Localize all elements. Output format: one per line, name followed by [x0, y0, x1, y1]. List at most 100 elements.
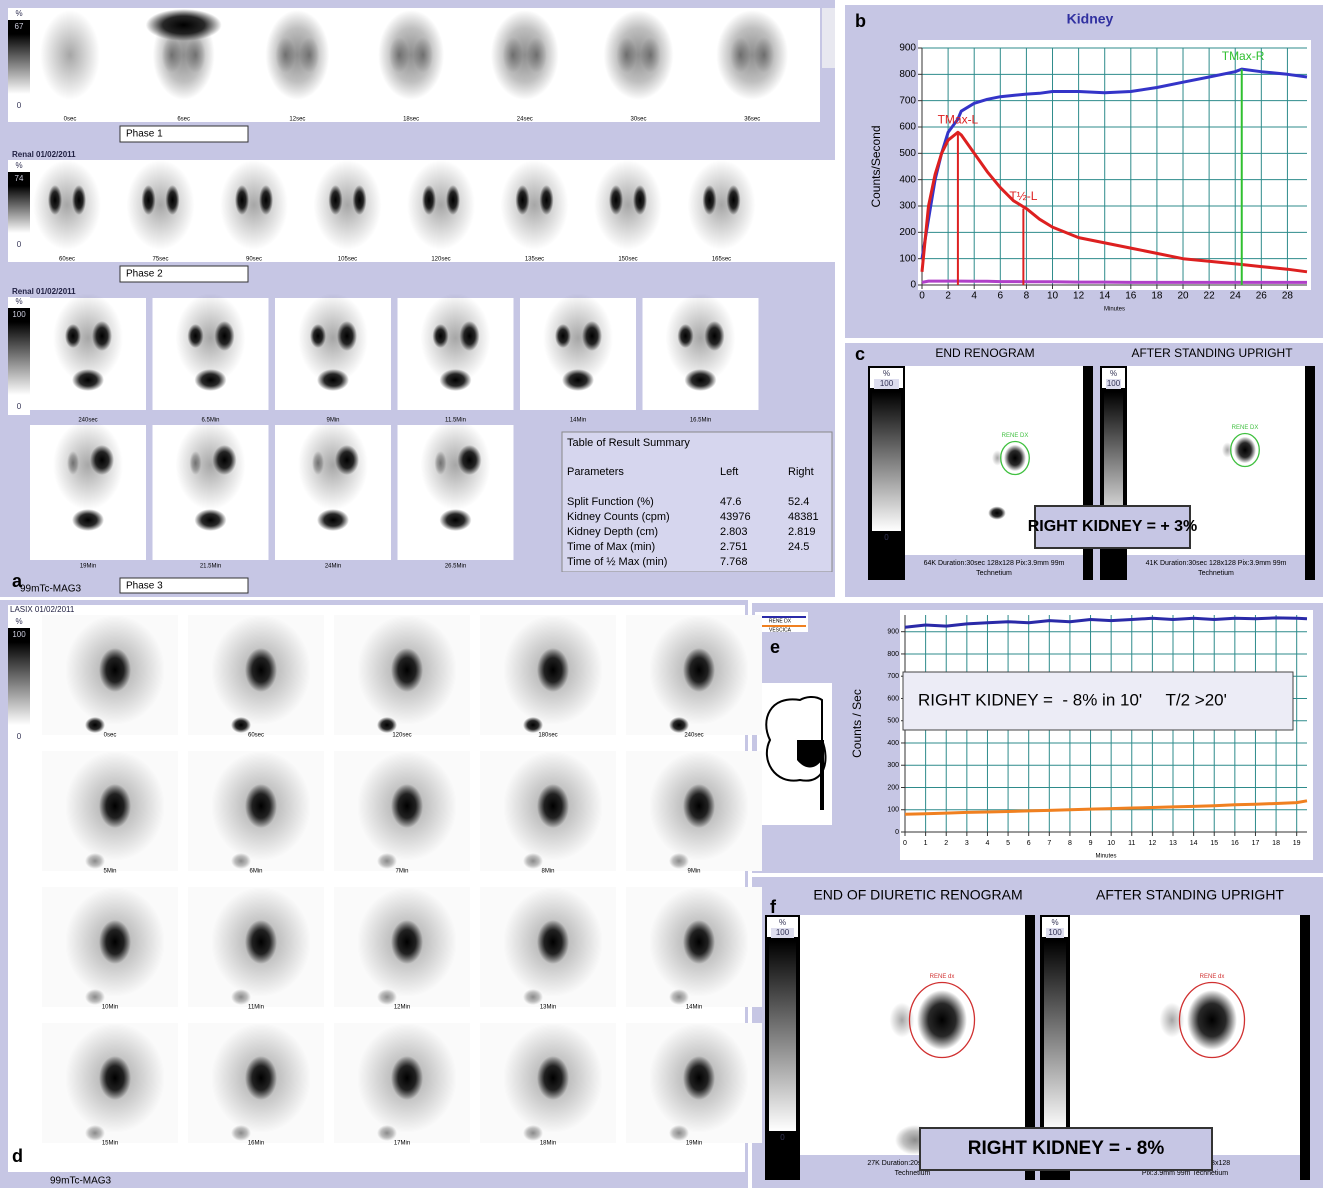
panel-letter: b: [855, 11, 866, 31]
label: 100: [12, 310, 26, 319]
bladder: [440, 509, 472, 531]
uptake: [299, 37, 319, 73]
kidney: [99, 920, 131, 964]
x-tick-label: 4: [971, 291, 977, 302]
color-scale: [8, 34, 30, 94]
roi-label: RENE DX: [1002, 433, 1029, 439]
row-header: LASIX 01/02/2011: [10, 605, 75, 614]
x-tick-label: 28: [1282, 291, 1294, 302]
uptake: [413, 37, 433, 73]
bladder: [317, 369, 349, 391]
label: 0: [780, 1133, 785, 1142]
kidney: [213, 445, 237, 475]
x-tick-label: 26: [1256, 291, 1268, 302]
kidney: [458, 445, 482, 475]
kidney: [516, 185, 530, 215]
kidney: [683, 648, 715, 692]
kidney: [460, 321, 480, 351]
color-scale: [1044, 941, 1066, 1131]
y-tick-label: 900: [887, 629, 899, 636]
y-tick-label: 0: [895, 829, 899, 836]
panel-letter: e: [770, 637, 780, 657]
kidney: [391, 784, 423, 828]
image-info: Technetium: [976, 570, 1012, 577]
bladder: [72, 509, 104, 531]
table-cell: 47.6: [720, 496, 741, 508]
bladder: [669, 1125, 689, 1141]
result-text: RIGHT KIDNEY = + 3%: [1028, 518, 1198, 535]
table-cell: Kidney Counts (cpm): [567, 511, 670, 523]
label: 100: [12, 630, 26, 639]
bladder: [85, 989, 105, 1005]
uptake: [641, 37, 661, 73]
table-cell: 7.768: [720, 556, 748, 568]
bladder: [377, 1125, 397, 1141]
x-tick-label: 14: [1099, 291, 1111, 302]
frame-label: 12sec: [289, 117, 305, 123]
frame-label: 120sec: [392, 733, 411, 739]
panel-letter: f: [770, 897, 777, 917]
frame-label: 6sec: [177, 117, 190, 123]
frame-label: 120sec: [431, 257, 450, 263]
x-tick-label: 14: [1190, 840, 1198, 847]
kidney: [335, 445, 359, 475]
bladder: [377, 853, 397, 869]
uptake: [730, 37, 750, 73]
frame-label: 60sec: [248, 733, 264, 739]
kidney: [683, 920, 715, 964]
label: %: [1110, 369, 1117, 378]
uptake: [754, 37, 774, 73]
bladder: [317, 509, 349, 531]
label: 100: [1048, 928, 1062, 937]
x-tick-label: 16: [1125, 291, 1137, 302]
x-axis-label: Minutes: [1104, 307, 1125, 313]
image-info: 41K Duration:30sec 128x128 Pix:3.9mm 99m: [1146, 560, 1287, 567]
x-tick-label: 3: [965, 840, 969, 847]
kidney: [705, 321, 725, 351]
frame-label: 0sec: [104, 733, 117, 739]
x-tick-label: 18: [1151, 291, 1163, 302]
body-uptake: [594, 160, 662, 250]
body-uptake: [501, 160, 569, 250]
kidney: [555, 324, 571, 348]
kidney: [537, 784, 569, 828]
kidney: [582, 321, 602, 351]
legend-label: VESCICA: [769, 627, 792, 633]
kidney: [92, 321, 112, 351]
body-uptake: [265, 10, 329, 100]
x-tick-label: 7: [1047, 840, 1051, 847]
body-uptake: [33, 160, 101, 250]
table-header: Parameters: [567, 466, 624, 478]
frame-label: 15Min: [102, 1141, 118, 1147]
y-tick-label: 600: [887, 695, 899, 702]
bladder: [669, 989, 689, 1005]
bladder: [85, 1125, 105, 1141]
label: %: [15, 9, 22, 18]
x-tick-label: 19: [1293, 840, 1301, 847]
scan-image: [1070, 915, 1300, 1155]
table-cell: 2.751: [720, 541, 748, 553]
bladder: [523, 717, 543, 733]
frame-label: 16.5Min: [690, 418, 711, 424]
body-uptake: [407, 160, 475, 250]
bladder: [988, 506, 1006, 519]
tracer-label: 99mTc-MAG3: [20, 584, 82, 595]
x-tick-label: 2: [944, 840, 948, 847]
y-tick-label: 100: [899, 253, 916, 264]
kidney: [537, 1056, 569, 1100]
kidney: [422, 185, 436, 215]
x-tick-label: 6: [1027, 840, 1031, 847]
bladder: [523, 1125, 543, 1141]
uptake: [527, 37, 547, 73]
frame-label: 165sec: [712, 257, 731, 263]
bladder: [669, 853, 689, 869]
frame-label: 180sec: [538, 733, 557, 739]
kidney: [67, 451, 79, 475]
frame-label: 24sec: [517, 117, 533, 123]
x-tick-label: 8: [1068, 840, 1072, 847]
y-tick-label: 0: [910, 280, 916, 291]
kidney: [166, 185, 180, 215]
kidney: [391, 920, 423, 964]
row-header: Renal 01/02/2011: [12, 287, 76, 296]
frame-label: 18Min: [540, 1141, 556, 1147]
